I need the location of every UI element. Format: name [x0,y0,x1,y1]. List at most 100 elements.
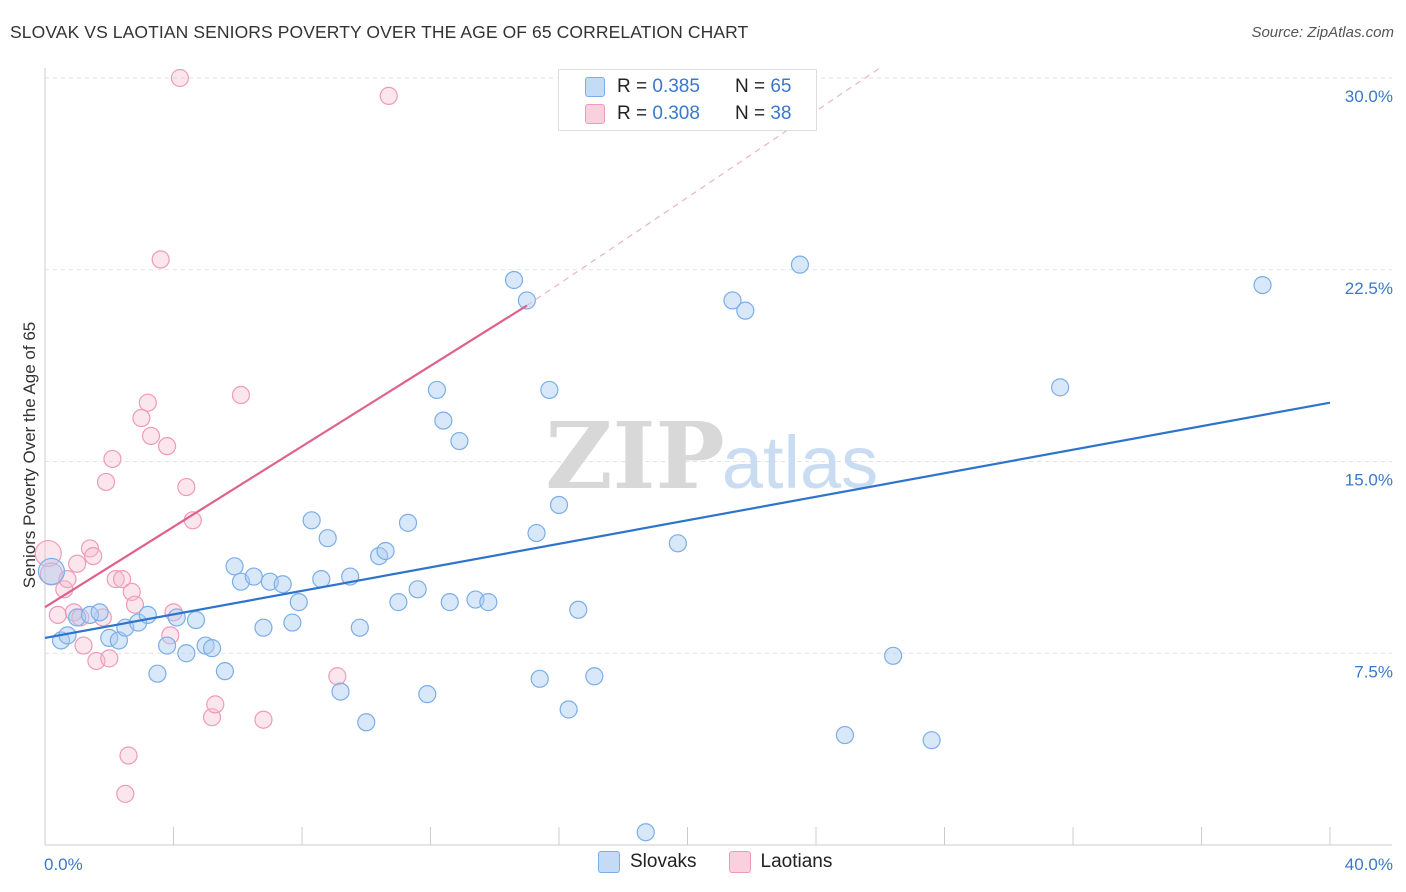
point-slovaks [157,636,177,655]
trendlines [44,67,1331,639]
point-slovaks [350,618,369,637]
legend-n-label: N = [734,76,766,97]
source-label: Source: ZipAtlas.com [1251,24,1394,41]
point-slovaks [283,613,302,632]
bottom-legend: Slovaks Laotians [598,851,864,873]
point-slovaks [202,639,222,658]
bottom-legend-label-laotians: Laotians [760,851,833,872]
point-slovaks [177,644,196,663]
y-tick-label: 7.5% [1354,662,1393,681]
point-slovaks [530,669,549,688]
point-slovaks [559,700,578,719]
point-slovaks [37,557,66,586]
point-slovaks [244,567,263,586]
bottom-legend-laotians: Laotians [728,851,833,873]
legend-swatch-slovaks [585,77,605,97]
point-slovaks [289,593,308,612]
point-slovaks [517,291,536,310]
point-slovaks [434,411,453,430]
bottom-legend-swatch-laotians [728,851,751,873]
point-slovaks [318,529,337,548]
point-slovaks [723,291,742,310]
point-slovaks [225,557,244,576]
point-slovaks [922,731,941,750]
legend-r-label: R = [617,103,648,124]
point-laotians [96,472,116,492]
point-laotians [48,605,67,625]
point-slovaks [389,593,408,612]
point-laotians [141,426,161,446]
chart-title: SLOVAK VS LAOTIAN SENIORS POVERTY OVER T… [10,22,749,42]
y-tick-label: 30.0% [1345,87,1393,106]
point-slovaks [569,600,588,619]
x-tick-label: 40.0% [1345,855,1393,874]
point-laotians [206,695,225,714]
point-slovaks [148,664,167,683]
tick-labels: 7.5% 15.0% 22.5% 30.0% 0.0% 40.0% [44,87,1393,874]
point-slovaks [835,725,855,745]
point-slovaks [736,301,755,320]
point-slovaks [408,580,427,599]
point-laotians [231,385,251,405]
point-slovaks [540,380,559,400]
point-slovaks [585,667,604,686]
watermark-atlas: atlas [722,421,878,504]
point-slovaks [440,593,459,612]
point-laotians [151,250,170,269]
point-laotians [84,546,103,566]
point-slovaks [312,570,331,589]
point-slovaks [186,610,206,630]
legend-row-slovaks: R = 0.385 N = 65 [585,75,791,99]
point-laotians [100,649,119,668]
point-laotians [132,408,151,428]
bottom-legend-swatch-slovaks [598,851,620,873]
legend-r-value: 0.308 [652,103,700,124]
point-slovaks [331,682,350,701]
legend: R = 0.385 N = 65 R = 0.308 N = 38 [558,69,817,131]
x-tick-label: 0.0% [44,855,83,874]
point-slovaks [273,575,292,594]
point-slovaks [376,541,395,561]
point-laotians [103,449,122,469]
point-laotians [157,437,177,456]
point-slovaks [636,823,655,842]
point-slovaks [427,380,447,400]
series-slovaks [37,255,1272,842]
axes [44,68,1392,846]
point-slovaks [167,608,186,627]
trendline-slovaks [44,401,1331,639]
point-laotians [177,477,196,497]
point-slovaks [90,603,109,622]
point-laotians [170,68,190,88]
point-slovaks [504,270,524,290]
y-tick-label: 22.5% [1345,279,1393,298]
bottom-legend-label-slovaks: Slovaks [630,851,697,872]
bottom-legend-slovaks: Slovaks [598,851,697,873]
point-slovaks [418,685,437,704]
point-laotians [161,626,180,645]
point-slovaks [302,511,321,530]
point-laotians [138,393,157,412]
point-slovaks [215,662,234,681]
trendline-laotians [44,304,528,609]
watermark-zip: ZIP [545,402,724,510]
point-slovaks [254,618,273,637]
point-laotians [119,746,138,765]
point-slovaks [450,431,469,451]
legend-swatch-laotians [585,104,605,124]
point-slovaks [479,593,498,612]
legend-n-value: 38 [770,103,792,124]
point-slovaks [668,534,687,553]
point-laotians [112,570,132,589]
point-slovaks [398,513,418,532]
trendline-laotians-extension [526,67,881,307]
point-slovaks [790,255,810,274]
legend-r-label: R = [617,76,648,97]
point-slovaks [883,646,903,665]
point-laotians [254,710,273,729]
series-laotians [34,68,398,803]
point-laotians [58,570,77,589]
point-laotians [328,667,347,686]
legend-row-laotians: R = 0.308 N = 38 [585,102,791,126]
